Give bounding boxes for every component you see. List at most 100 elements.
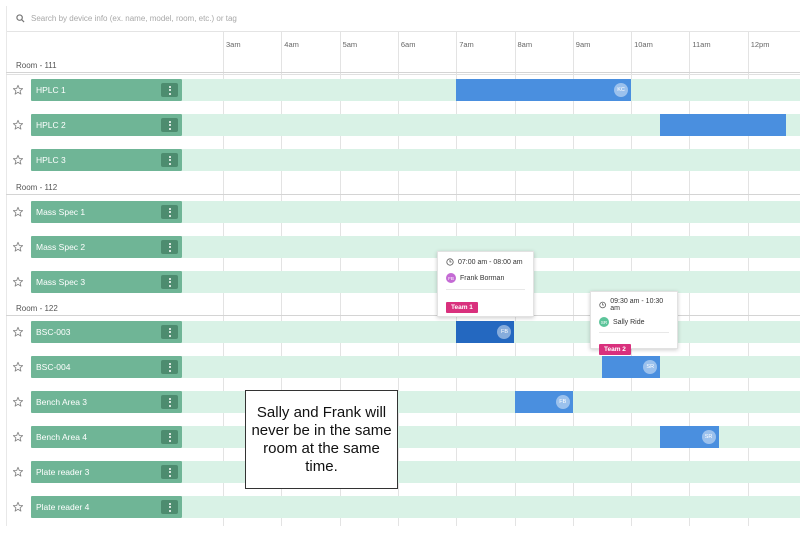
tooltip-divider [446,289,525,290]
booking-block[interactable]: SR [660,426,719,448]
hour-label: 11am [692,40,711,49]
more-menu-icon[interactable] [161,240,178,254]
device-name: HPLC 1 [36,85,66,95]
team-badge[interactable]: Team 1 [446,302,478,313]
room-label: Room - 111 [16,61,57,70]
booking-block[interactable]: KC [456,79,632,101]
more-menu-icon[interactable] [161,83,178,97]
more-menu-icon[interactable] [161,395,178,409]
device-chip[interactable]: Bench Area 3 [31,391,182,413]
booking-tooltip-frank: 07:00 am - 08:00 am FB Frank Borman Team… [437,251,534,317]
hour-label: 8am [517,40,533,49]
more-menu-icon[interactable] [161,118,178,132]
avatar: SR [599,317,609,327]
device-chip[interactable]: Mass Spec 1 [31,201,182,223]
star-icon[interactable] [12,396,24,408]
device-name: Mass Spec 1 [36,207,86,217]
hour-label: 3am [226,40,241,49]
device-chip[interactable]: Mass Spec 2 [31,236,182,258]
star-icon[interactable] [12,241,24,253]
more-menu-icon[interactable] [161,153,178,167]
search-bar[interactable] [6,6,800,32]
header-divider [6,74,800,75]
tooltip-time: 09:30 am - 10:30 am [610,298,664,312]
booking-block[interactable]: FB [456,321,515,343]
star-icon[interactable] [12,276,24,288]
device-name: BSC-003 [36,327,71,337]
more-menu-icon[interactable] [161,360,178,374]
star-icon[interactable] [12,466,24,478]
device-name: Plate reader 3 [36,467,90,477]
device-chip[interactable]: HPLC 3 [31,149,182,171]
clock-icon [446,258,454,266]
device-chip[interactable]: HPLC 1 [31,79,182,101]
device-name: Mass Spec 2 [36,242,86,252]
hour-label: 6am [400,40,416,49]
device-chip[interactable]: BSC-003 [31,321,182,343]
schedule-lane[interactable] [182,356,800,378]
room-divider [6,315,800,316]
star-icon[interactable] [12,431,24,443]
callout-text: Sally and Frank will never be in the sam… [251,403,392,475]
avatar: FB [497,325,512,339]
more-menu-icon[interactable] [161,430,178,444]
booking-block[interactable]: FB [514,391,573,413]
schedule-lane[interactable] [182,236,800,258]
schedule-lane[interactable] [182,149,800,171]
tooltip-divider [599,332,669,333]
star-icon[interactable] [12,206,24,218]
hour-label: 10am [634,40,653,49]
booking-tooltip-sally: 09:30 am - 10:30 am SR Sally Ride Team 2 [590,291,678,355]
more-menu-icon[interactable] [161,465,178,479]
star-icon[interactable] [12,119,24,131]
star-icon[interactable] [12,326,24,338]
more-menu-icon[interactable] [161,275,178,289]
schedule-lane[interactable] [182,201,800,223]
room-label: Room - 112 [16,183,58,192]
avatar: SR [701,430,716,444]
device-chip[interactable]: HPLC 2 [31,114,182,136]
device-name: Bench Area 4 [36,432,88,442]
device-chip[interactable]: BSC-004 [31,356,182,378]
tooltip-time: 07:00 am - 08:00 am [458,258,523,266]
team-badge[interactable]: Team 2 [599,344,631,355]
more-menu-icon[interactable] [161,325,178,339]
device-chip[interactable]: Plate reader 4 [31,496,182,518]
star-icon[interactable] [12,84,24,96]
avatar: KC [614,83,629,97]
tooltip-person-name: Frank Borman [460,274,505,282]
search-input[interactable] [31,14,531,23]
schedule-lane[interactable] [182,496,800,518]
device-name: HPLC 2 [36,120,66,130]
avatar: FB [446,273,456,283]
tooltip-person-name: Sally Ride [613,318,645,326]
search-icon [16,14,25,23]
star-icon[interactable] [12,361,24,373]
more-menu-icon[interactable] [161,500,178,514]
room-divider [6,194,800,195]
annotation-callout: Sally and Frank will never be in the sam… [245,390,398,489]
avatar: FB [555,395,570,409]
device-chip[interactable]: Mass Spec 3 [31,271,182,293]
schedule-lane[interactable] [182,114,800,136]
star-icon[interactable] [12,154,24,166]
hour-label: 9am [575,40,591,49]
star-icon[interactable] [12,501,24,513]
booking-block[interactable] [660,114,786,136]
hour-label: 12pm [750,40,770,49]
device-name: HPLC 3 [36,155,66,165]
device-name: BSC-004 [36,362,71,372]
device-name: Plate reader 4 [36,502,90,512]
room-divider [6,72,800,73]
room-label: Room - 122 [16,304,58,313]
clock-icon [599,301,606,309]
device-chip[interactable]: Bench Area 4 [31,426,182,448]
more-menu-icon[interactable] [161,205,178,219]
avatar: SR [643,360,658,374]
device-chip[interactable]: Plate reader 3 [31,461,182,483]
device-name: Mass Spec 3 [36,277,86,287]
device-name: Bench Area 3 [36,397,88,407]
booking-block[interactable]: SR [601,356,661,378]
left-border [6,6,7,526]
